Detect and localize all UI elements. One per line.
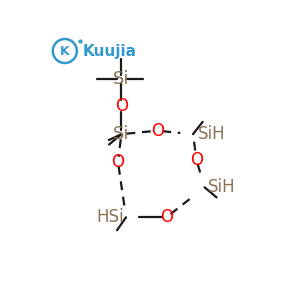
Text: HSi: HSi <box>96 208 124 226</box>
Text: K: K <box>60 44 70 58</box>
Text: Kuujia: Kuujia <box>82 44 136 59</box>
Text: Si: Si <box>113 125 130 143</box>
Text: O: O <box>115 98 128 116</box>
Text: O: O <box>190 151 203 169</box>
Text: O: O <box>151 122 164 140</box>
Text: O: O <box>160 208 173 226</box>
Text: O: O <box>111 153 124 171</box>
Text: SiH: SiH <box>208 178 236 196</box>
Text: Si: Si <box>113 70 130 88</box>
Text: SiH: SiH <box>198 125 225 143</box>
